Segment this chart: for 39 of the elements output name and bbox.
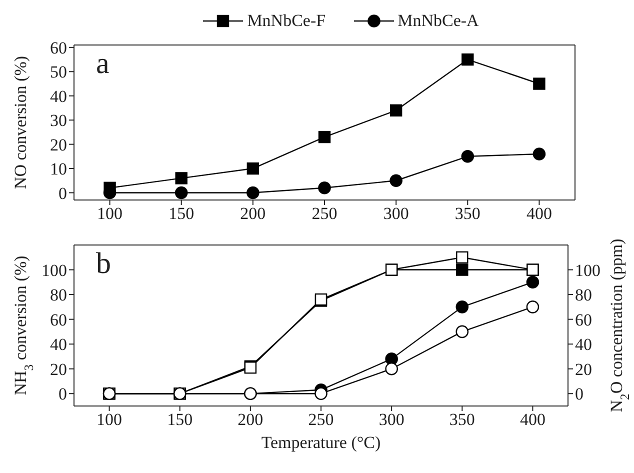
- y2-tick-label: 40: [575, 335, 592, 354]
- y-tick-label: 40: [50, 86, 67, 106]
- x-axis-title: Temperature (°C): [261, 433, 381, 452]
- x-tick-label: 400: [526, 204, 552, 224]
- legend-label: MnNbCe-A: [398, 11, 479, 31]
- annotation: b: [96, 247, 111, 280]
- x-tick-label: 350: [454, 204, 480, 224]
- y-axis-title: NO conversion (%): [11, 56, 30, 190]
- y-tick-label: 20: [50, 360, 67, 379]
- y-tick-label: 20: [50, 135, 67, 154]
- y-tick-label: 40: [50, 335, 67, 354]
- x-tick-label: 100: [96, 410, 122, 430]
- x-tick-label: 400: [520, 410, 546, 430]
- x-tick-label: 300: [383, 204, 409, 224]
- y-tick-label: 80: [50, 286, 67, 305]
- y-tick-label: 10: [50, 160, 67, 179]
- y2-tick-label: 60: [575, 310, 592, 330]
- x-tick-label: 100: [97, 204, 123, 224]
- y-tick-label: 50: [50, 62, 67, 82]
- y-tick-label: 0: [58, 384, 67, 404]
- x-tick-label: 250: [312, 204, 338, 224]
- y-tick-label: 30: [50, 111, 67, 130]
- y2-tick-label: 20: [575, 360, 592, 379]
- y-tick-label: 0: [58, 184, 67, 203]
- x-tick-label: 200: [238, 410, 264, 430]
- y2-tick-label: 100: [575, 260, 600, 280]
- y2-tick-label: 0: [575, 384, 584, 404]
- x-tick-label: 300: [378, 410, 404, 430]
- annotation: a: [96, 47, 110, 80]
- x-tick-label: 350: [449, 410, 475, 430]
- y-tick-label: 60: [50, 38, 67, 58]
- x-tick-label: 250: [308, 410, 334, 430]
- x-tick-label: 200: [240, 204, 266, 224]
- legend-label: MnNbCe-F: [247, 11, 326, 31]
- y2-tick-label: 80: [575, 286, 592, 305]
- x-tick-label: 150: [168, 204, 194, 224]
- y-tick-label: 100: [42, 260, 67, 280]
- x-tick-label: 150: [167, 410, 193, 430]
- y-tick-label: 60: [50, 310, 67, 330]
